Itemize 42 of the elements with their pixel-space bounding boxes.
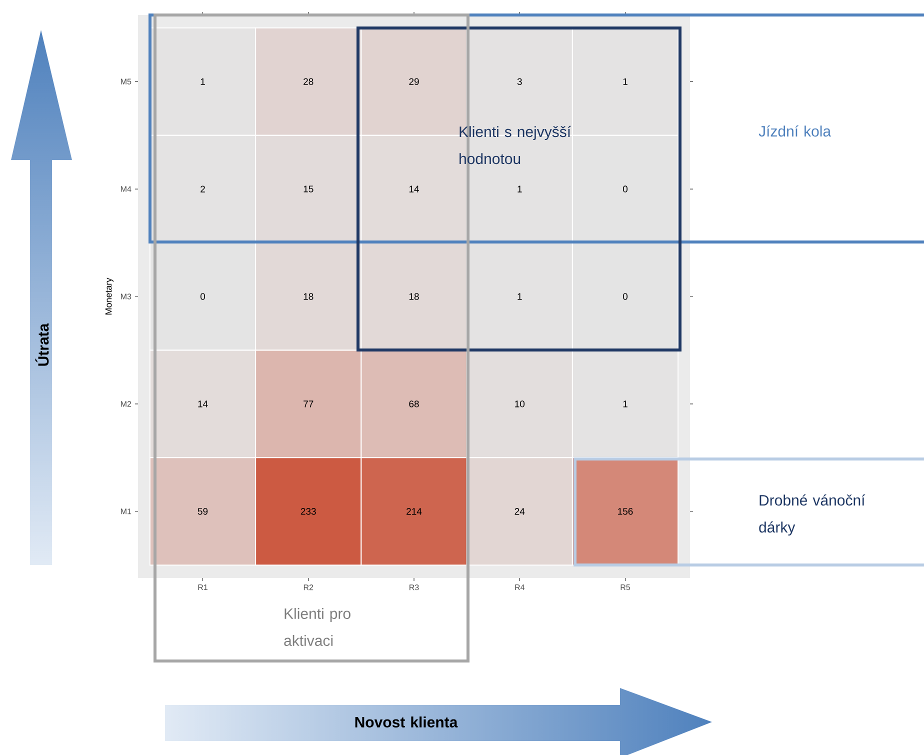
data-label: 0 (622, 293, 628, 300)
data-label: 1 (623, 400, 628, 408)
text: Jízdní kola (758, 125, 832, 137)
data-label: 14 (198, 400, 208, 408)
data-label: 2 (200, 186, 205, 192)
y-tick-label: M1 (121, 508, 132, 514)
x-tick-label: R1 (198, 584, 208, 590)
annotation: Klienti pro aktivaci (284, 608, 350, 646)
y-tick-label: M3 (121, 294, 132, 300)
y-tick-label: M5 (121, 78, 132, 84)
data-label: 1 (518, 293, 522, 300)
data-label: 214 (406, 508, 422, 515)
text: Novost klienta (355, 716, 458, 728)
x-tick-label: R4 (515, 584, 525, 590)
data-label: 1 (200, 78, 205, 85)
data-label: 1 (518, 186, 522, 192)
data-label: 59 (198, 508, 208, 515)
data-label: 0 (200, 293, 206, 300)
data-label: 233 (300, 508, 316, 515)
data-label: 3 (517, 78, 522, 85)
data-label: 77 (304, 400, 314, 408)
data-label: 156 (618, 508, 633, 515)
y-tick-label: M4 (121, 186, 132, 192)
text: Útrata (35, 323, 49, 366)
x-tick-label: R5 (620, 584, 630, 590)
data-label: 0 (622, 186, 628, 192)
y-axis-title: Monetary (105, 278, 114, 315)
annotation: Klienti s nejvyšší hodnotou (460, 126, 571, 164)
x-tick-label: R3 (410, 584, 419, 590)
data-label: 29 (409, 78, 419, 85)
data-label: 24 (514, 508, 525, 515)
data-label: 10 (515, 400, 525, 408)
data-label: 1 (623, 78, 628, 85)
text: Drobné vánoční dárky (759, 494, 866, 536)
data-label: 28 (304, 78, 314, 85)
data-label: 14 (409, 186, 420, 192)
data-label: 18 (304, 293, 314, 300)
y-tick-label: M2 (121, 401, 132, 407)
x-tick-label: R2 (304, 584, 314, 590)
data-label: 18 (409, 293, 419, 300)
data-label: 68 (409, 400, 419, 408)
data-label: 15 (304, 186, 314, 192)
